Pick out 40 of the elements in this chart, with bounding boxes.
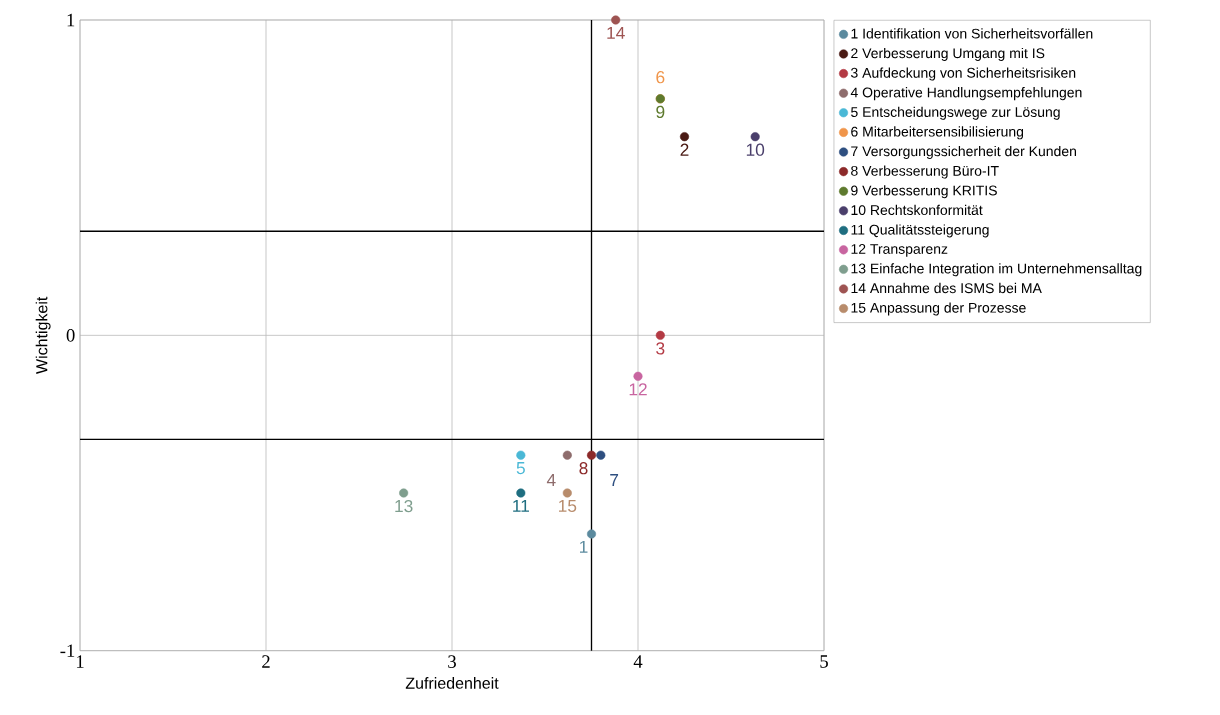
annotation: 12 bbox=[629, 383, 647, 396]
legend-label: 4 Operative Handlungsempfehlungen bbox=[850, 87, 1082, 101]
legend-label: 10 Rechtskonformität bbox=[851, 204, 983, 216]
annotation: 6 bbox=[656, 71, 665, 84]
legend-label: 15 Anpassung der Prozesse bbox=[851, 302, 1026, 316]
annotation: 11 bbox=[513, 500, 529, 513]
x-tick-label: 5 bbox=[820, 655, 828, 668]
annotation: 7 bbox=[610, 474, 619, 487]
legend-label: 7 Versorgungssicherheit der Kunden bbox=[851, 146, 1076, 160]
legend-label: 6 Mitarbeitersensibilisierung bbox=[851, 126, 1024, 140]
annotation: 15 bbox=[559, 500, 577, 513]
legend-label: 5 Entscheidungswege zur Lösung bbox=[851, 106, 1060, 120]
y-tick-label: 0 bbox=[66, 329, 75, 342]
legend-label: 2 Verbesserung Umgang mit IS bbox=[851, 48, 1045, 62]
annotation: 1 bbox=[580, 541, 588, 554]
legend-label: 14 Annahme des ISMS bei MA bbox=[851, 283, 1042, 294]
y-axis-title: Wichtigkeit bbox=[35, 296, 51, 375]
annotation: 13 bbox=[395, 500, 413, 513]
annotation: 4 bbox=[546, 474, 556, 487]
legend-label: 1 Identifikation von Sicherheitsvorfällen bbox=[851, 28, 1093, 39]
legend-label: 3 Aufdeckung von Sicherheitsrisiken bbox=[851, 67, 1076, 81]
annotation: 2 bbox=[680, 143, 689, 156]
annotation: 3 bbox=[656, 342, 665, 355]
x-axis-title: Zufriedenheit bbox=[405, 677, 499, 689]
legend-label: 13 Einfache Integration im Unternehmensalltag bbox=[851, 263, 1142, 277]
annotation: 9 bbox=[656, 105, 665, 119]
x-tick-label: 1 bbox=[76, 655, 84, 668]
annotation: 8 bbox=[579, 462, 588, 475]
legend-label: 9 Verbesserung KRITIS bbox=[851, 185, 997, 199]
annotation: 14 bbox=[607, 27, 625, 40]
x-tick-label: 2 bbox=[262, 655, 270, 668]
legend-label: 8 Verbesserung Büro-IT bbox=[851, 165, 999, 179]
x-tick-label: 4 bbox=[633, 655, 643, 668]
legend-label: 11 Qualitätssteigerung bbox=[851, 224, 989, 238]
y-tick-label: -1 bbox=[60, 644, 75, 657]
legend-label: 12 Transparenz bbox=[851, 244, 948, 257]
x-tick-label: 3 bbox=[448, 655, 456, 669]
annotation: 10 bbox=[746, 143, 765, 157]
y-tick-label: 1 bbox=[67, 13, 75, 27]
annotation: 5 bbox=[516, 462, 525, 475]
